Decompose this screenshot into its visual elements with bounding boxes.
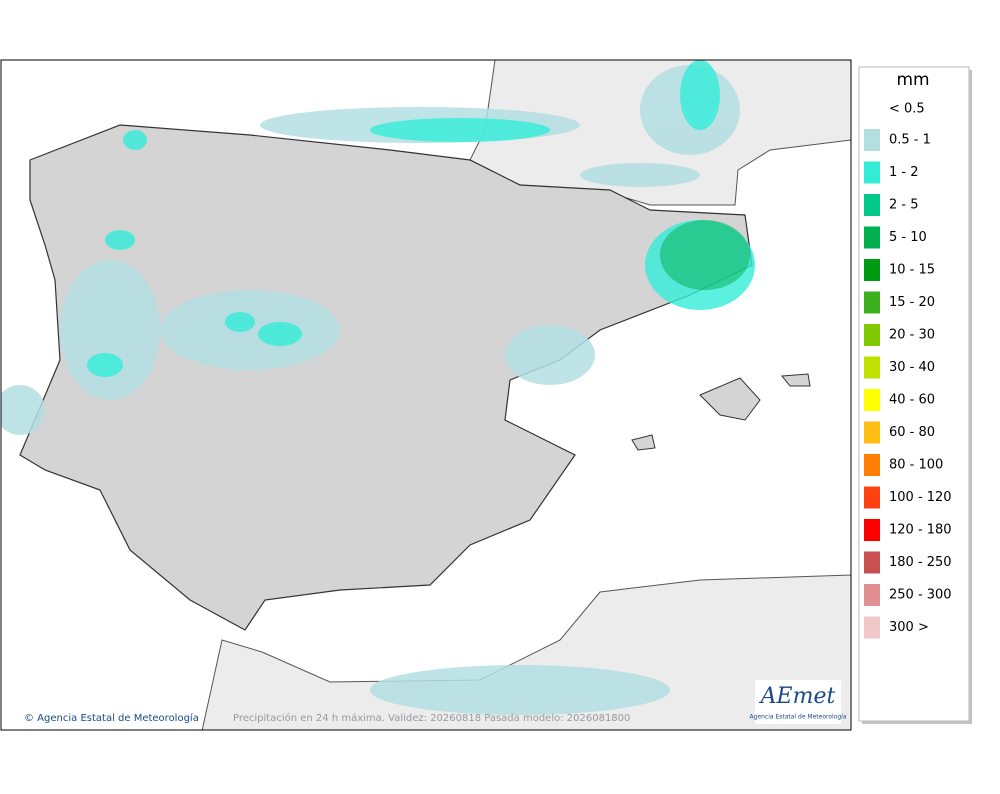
legend-swatch [864, 421, 880, 444]
legend-label: 180 - 250 [889, 555, 952, 570]
legend-title: mm [896, 70, 929, 90]
legend-swatch [864, 616, 880, 639]
legend-label: 15 - 20 [889, 295, 935, 310]
legend-swatch [864, 584, 880, 606]
legend-swatch [864, 194, 880, 216]
logo-subtitle: Agencia Estatal de Meteorología [750, 714, 847, 721]
legend-label: 100 - 120 [889, 490, 952, 505]
legend-swatch [864, 486, 880, 509]
iberia [19, 124, 753, 631]
legend-label: 1 - 2 [889, 165, 919, 180]
caption: Precipitación en 24 h máxima. Validez: 2… [233, 712, 630, 724]
map [1, 60, 851, 730]
legend-swatch [864, 226, 880, 249]
legend-label: 5 - 10 [889, 230, 927, 245]
mallorca [699, 377, 761, 421]
legend-label: 120 - 180 [889, 523, 952, 538]
menorca [781, 373, 811, 387]
legend-swatch [864, 519, 880, 541]
legend-label: 10 - 15 [889, 263, 935, 278]
logo-box [755, 680, 841, 724]
legend-label: 60 - 80 [889, 425, 935, 440]
legend-label: 0.5 - 1 [889, 133, 931, 148]
legend-label: 300 > [889, 620, 929, 635]
legend-swatch [864, 291, 880, 314]
legend-label: 2 - 5 [889, 198, 919, 213]
legend-swatch [864, 356, 880, 379]
legend-swatch [864, 454, 880, 476]
legend-swatch [864, 129, 880, 151]
legend-label: 80 - 100 [889, 458, 943, 473]
legend-label: 20 - 30 [889, 328, 935, 343]
logo-name: AEmet [759, 684, 836, 709]
map-frame [0, 59, 852, 731]
legend-swatch [864, 389, 880, 411]
precip-heavy [660, 220, 750, 290]
legend-swatch [864, 259, 880, 281]
legend-swatch [864, 551, 880, 574]
legend-label: 40 - 60 [889, 393, 935, 408]
africa [201, 574, 851, 730]
credit: © Agencia Estatal de Meteorología [24, 712, 199, 724]
legend-swatch [864, 161, 880, 184]
legend-label: 250 - 300 [889, 588, 952, 603]
legend-label: 30 - 40 [889, 360, 935, 375]
ibiza [631, 434, 656, 451]
legend-swatch [864, 324, 880, 346]
legend-label: < 0.5 [889, 102, 925, 117]
